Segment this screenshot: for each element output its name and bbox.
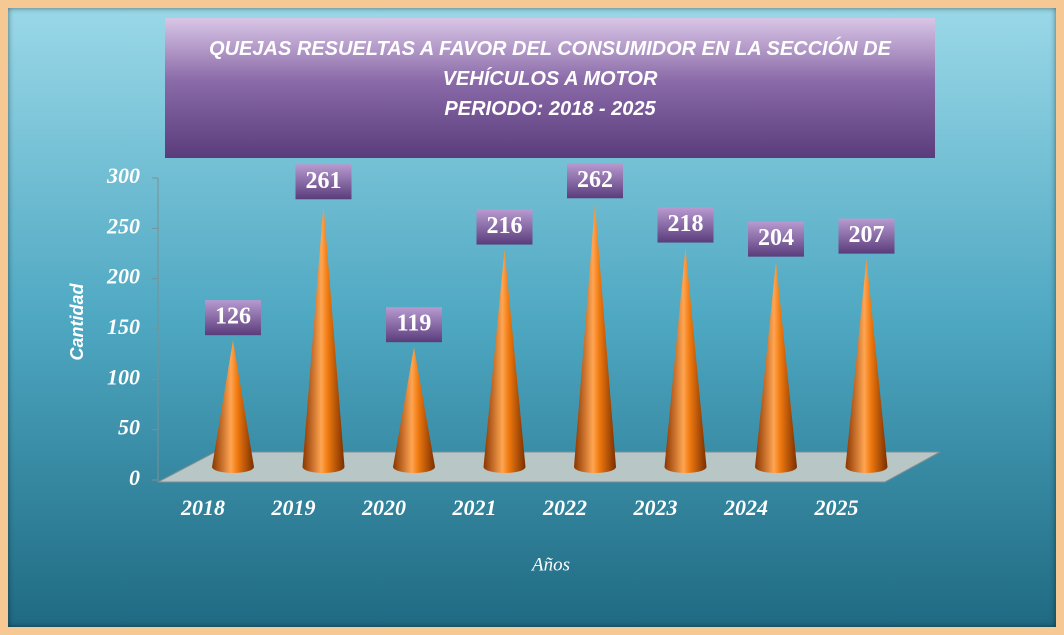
y-tick-label: 150: [107, 314, 140, 339]
data-label: 262: [577, 167, 613, 193]
x-tick-label: 2018: [180, 495, 225, 520]
label-box: [657, 207, 714, 243]
cone-body: [302, 204, 345, 473]
x-tick-label: 2022: [542, 495, 587, 520]
x-tick-label: 2020: [361, 495, 406, 520]
cone: [212, 340, 254, 473]
label-box: [567, 163, 623, 199]
label-box: [476, 209, 533, 245]
label-box: [386, 307, 442, 343]
cone-body: [212, 340, 254, 473]
data-label: 204: [758, 225, 794, 251]
y-tick-label: 0: [129, 465, 140, 490]
x-tick-label: 2025: [814, 495, 859, 520]
cone-body: [845, 258, 888, 473]
y-tick-label: 200: [106, 264, 140, 289]
y-axis-title: Cantidad: [67, 283, 87, 361]
y-tick-label: 300: [106, 163, 140, 188]
cone: [574, 203, 616, 473]
data-label: 119: [397, 311, 432, 337]
cone: [845, 258, 888, 473]
cone-body: [755, 261, 797, 473]
cone-body: [664, 247, 707, 473]
label-box: [205, 300, 261, 336]
floor: [157, 451, 941, 483]
y-tick-label: 250: [106, 213, 140, 238]
x-tick-label: 2019: [271, 495, 316, 520]
cone: [664, 247, 707, 473]
cone-body: [574, 203, 616, 473]
x-axis-title: Años: [530, 554, 570, 575]
data-label: 207: [849, 222, 885, 248]
label-box: [748, 221, 804, 257]
data-label: 216: [487, 213, 523, 239]
y-tick-label: 100: [107, 364, 140, 389]
title-box: QUEJAS RESUELTAS A FAVOR DEL CONSUMIDOR …: [165, 18, 935, 158]
data-label: 126: [215, 304, 251, 330]
cone: [483, 249, 526, 473]
x-tick-label: 2021: [452, 495, 497, 520]
data-label: 261: [306, 168, 342, 194]
cone: [755, 261, 797, 473]
label-box: [838, 218, 895, 254]
chart-subtitle: PERIODO: 2018 - 2025: [444, 98, 656, 120]
cone: [302, 204, 345, 473]
cone-body: [483, 249, 526, 473]
data-label: 218: [668, 211, 704, 237]
x-tick-label: 2024: [723, 495, 768, 520]
label-box: [295, 164, 352, 200]
y-tick-label: 50: [118, 415, 140, 440]
x-tick-label: 2023: [633, 495, 678, 520]
chart-title: QUEJAS RESUELTAS A FAVOR DEL CONSUMIDOR …: [209, 38, 891, 90]
cone: [393, 347, 435, 473]
cone-body: [393, 347, 435, 473]
